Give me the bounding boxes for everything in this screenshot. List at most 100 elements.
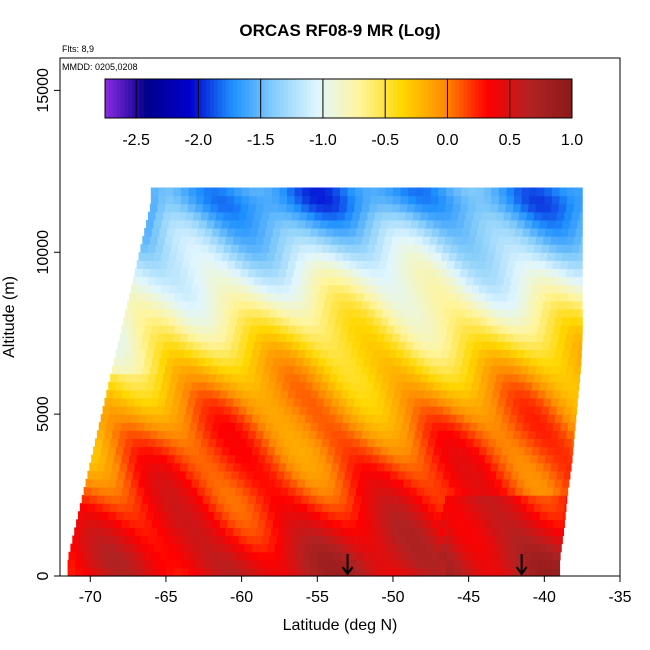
heatmap-cell xyxy=(384,397,393,407)
heatmap-cell xyxy=(465,470,474,480)
heatmap-cell xyxy=(509,381,518,391)
heatmap-cell xyxy=(426,349,435,359)
heatmap-cell xyxy=(460,236,469,245)
heatmap-cell xyxy=(357,511,367,520)
heatmap-cell xyxy=(526,503,535,512)
heatmap-cell xyxy=(256,559,265,569)
heatmap-cell xyxy=(505,495,514,504)
heatmap-cell xyxy=(344,438,353,448)
heatmap-cell xyxy=(564,211,573,221)
heatmap-cell xyxy=(310,519,319,529)
heatmap-cell xyxy=(159,227,168,237)
heatmap-cell xyxy=(465,406,474,415)
heatmap-cell xyxy=(306,373,316,383)
heatmap-cell xyxy=(433,381,442,391)
heatmap-cell xyxy=(571,373,580,383)
heatmap-cell xyxy=(87,535,96,545)
heatmap-cell xyxy=(303,389,312,399)
heatmap-cell xyxy=(263,495,272,504)
heatmap-cell xyxy=(467,462,476,472)
heatmap-cell xyxy=(486,252,495,261)
heatmap-cell xyxy=(185,244,194,253)
heatmap-cell xyxy=(382,211,391,221)
heatmap-cell xyxy=(161,414,170,423)
heatmap-cell xyxy=(382,341,391,350)
heatmap-cell xyxy=(569,219,579,229)
heatmap-cell xyxy=(399,333,408,342)
heatmap-cell xyxy=(284,341,293,350)
heatmap-cell xyxy=(403,381,412,391)
heatmap-cell xyxy=(418,381,427,391)
heatmap-cell xyxy=(294,187,303,197)
heatmap-cell xyxy=(405,470,414,480)
heatmap-cell xyxy=(274,317,283,326)
heatmap-cell xyxy=(564,276,573,286)
heatmap-cell xyxy=(494,381,503,391)
heatmap-cell xyxy=(541,438,550,448)
heatmap-cell xyxy=(339,236,348,245)
heatmap-cell xyxy=(467,333,476,342)
heatmap-cell xyxy=(430,195,439,205)
heatmap-cell xyxy=(518,535,527,545)
heatmap-cell xyxy=(460,268,469,278)
heatmap-cell xyxy=(412,373,422,383)
heatmap-cell xyxy=(295,260,304,270)
heatmap-cell xyxy=(437,203,446,213)
heatmap-cell xyxy=(473,470,482,480)
heatmap-cell xyxy=(461,559,470,569)
heatmap-cell xyxy=(367,438,376,448)
heatmap-cell xyxy=(344,308,353,318)
heatmap-cell xyxy=(564,438,573,448)
heatmap-cell xyxy=(127,430,136,439)
colorbar-segment xyxy=(159,79,164,118)
heatmap-cell xyxy=(218,559,228,569)
heatmap-cell xyxy=(339,268,348,278)
heatmap-cell xyxy=(113,454,123,464)
heatmap-cell xyxy=(354,462,363,472)
heatmap-cell xyxy=(327,219,336,229)
heatmap-cell xyxy=(90,567,99,577)
heatmap-cell xyxy=(535,333,544,342)
heatmap-cell xyxy=(462,389,471,399)
heatmap-cell xyxy=(533,244,543,253)
colorbar-tick-label: -1.5 xyxy=(247,132,275,149)
heatmap-cell xyxy=(113,519,123,529)
heatmap-cell xyxy=(386,486,395,496)
heatmap-cell xyxy=(409,357,418,367)
heatmap-cell xyxy=(289,414,299,423)
heatmap-cell xyxy=(208,276,217,286)
colorbar-segment xyxy=(568,79,573,118)
heatmap-cell xyxy=(212,551,221,561)
heatmap-cell xyxy=(499,551,509,561)
heatmap-cell xyxy=(506,187,515,197)
heatmap-cell xyxy=(524,446,533,456)
heatmap-cell xyxy=(221,414,230,423)
heatmap-cell xyxy=(371,389,380,399)
heatmap-cell xyxy=(340,389,350,399)
heatmap-cell xyxy=(468,187,477,197)
heatmap-cell xyxy=(322,535,331,545)
heatmap-cell xyxy=(514,195,523,205)
heatmap-cell xyxy=(573,203,582,213)
heatmap-cell xyxy=(339,365,348,375)
heatmap-cell xyxy=(520,300,529,310)
x-tick-label: -45 xyxy=(457,589,480,606)
colorbar-tick-label: 1.0 xyxy=(561,132,583,149)
heatmap-cell xyxy=(392,559,402,569)
heatmap-cell xyxy=(314,308,323,318)
heatmap-cell xyxy=(520,462,529,472)
heatmap-cell xyxy=(303,486,312,496)
heatmap-cell xyxy=(524,284,533,294)
heatmap-cell xyxy=(305,381,314,391)
heatmap-cell xyxy=(491,559,500,569)
heatmap-cell xyxy=(287,260,297,270)
heatmap-cell xyxy=(248,495,257,504)
heatmap-cell xyxy=(530,292,539,302)
heatmap-cell xyxy=(231,438,240,448)
heatmap-cell xyxy=(539,446,548,456)
heatmap-cell xyxy=(291,211,300,221)
heatmap-cell xyxy=(415,187,424,197)
heatmap-cell xyxy=(123,414,132,423)
heatmap-cell xyxy=(253,341,263,350)
heatmap-cell xyxy=(248,365,257,375)
